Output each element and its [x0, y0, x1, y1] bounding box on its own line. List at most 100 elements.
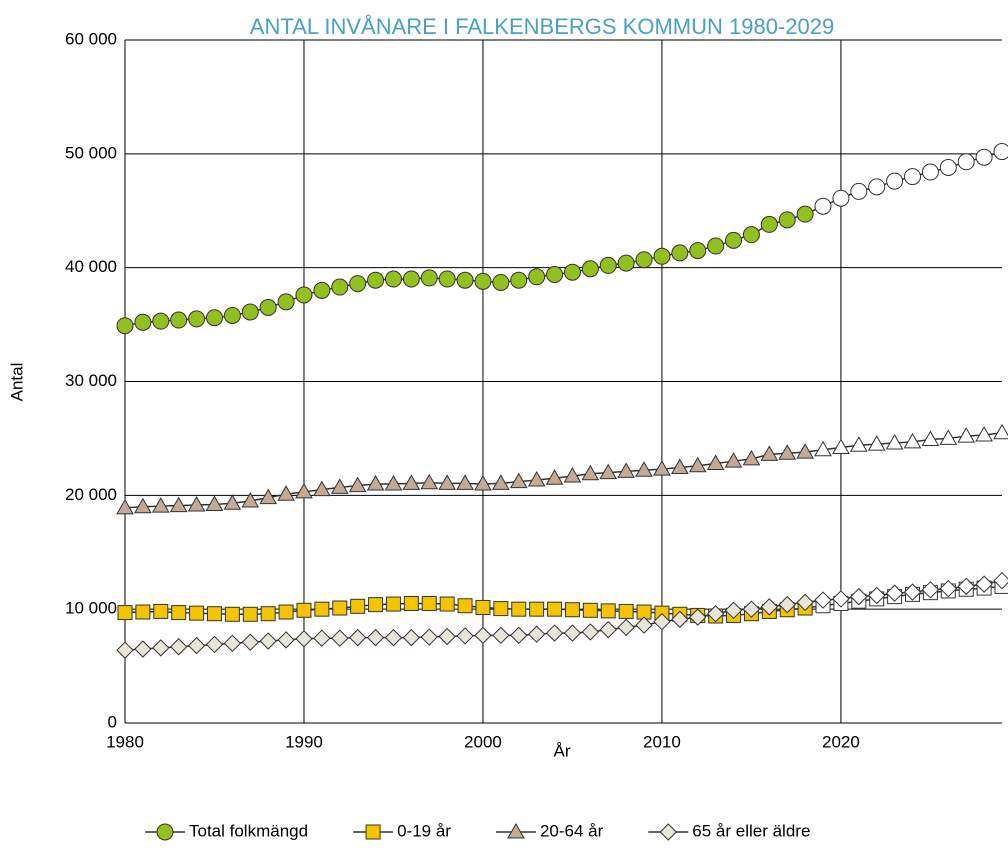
y-tick-label: 60 000: [65, 29, 117, 48]
marker: [224, 606, 240, 622]
marker: [832, 590, 850, 608]
marker: [170, 311, 188, 329]
marker: [421, 595, 437, 611]
marker: [635, 616, 653, 634]
marker: [939, 429, 958, 445]
marker: [156, 823, 174, 841]
x-tick-label: 2020: [822, 732, 860, 751]
marker: [331, 629, 349, 647]
marker: [814, 197, 832, 215]
marker: [474, 626, 492, 645]
marker: [885, 433, 904, 450]
marker: [849, 436, 868, 452]
marker: [993, 423, 1008, 440]
x-tick-label: 1980: [106, 732, 144, 751]
marker: [349, 275, 367, 293]
marker: [314, 601, 330, 617]
marker: [116, 498, 134, 515]
marker: [635, 461, 653, 477]
marker: [439, 596, 455, 612]
legend-label: 65 år eller äldre: [692, 821, 810, 840]
marker: [993, 143, 1008, 161]
marker: [152, 312, 170, 330]
marker: [493, 601, 509, 617]
marker: [510, 271, 528, 289]
marker: [670, 458, 689, 474]
marker: [241, 303, 259, 321]
marker: [491, 474, 510, 490]
marker: [205, 309, 223, 327]
marker: [456, 271, 474, 289]
marker: [277, 485, 295, 501]
marker: [545, 469, 564, 485]
marker: [402, 628, 421, 647]
marker: [939, 579, 958, 598]
marker: [600, 603, 616, 619]
marker: [332, 600, 348, 616]
marker: [814, 591, 832, 609]
marker: [724, 452, 743, 468]
marker: [706, 605, 725, 623]
marker: [313, 629, 331, 647]
marker: [223, 634, 242, 653]
marker: [259, 299, 277, 317]
marker: [189, 605, 205, 621]
marker: [653, 460, 671, 476]
marker: [117, 605, 133, 621]
marker: [563, 624, 582, 642]
marker: [295, 482, 313, 499]
marker: [348, 628, 367, 647]
marker: [223, 494, 242, 510]
marker: [295, 286, 313, 304]
y-tick-label: 20 000: [65, 485, 117, 504]
marker: [564, 602, 580, 618]
marker: [886, 172, 904, 190]
marker: [457, 598, 473, 614]
marker: [529, 601, 545, 617]
marker: [511, 601, 527, 617]
marker: [277, 631, 295, 649]
marker: [331, 278, 349, 296]
marker: [259, 632, 277, 650]
marker: [903, 432, 922, 449]
marker: [581, 623, 600, 641]
marker: [116, 641, 134, 659]
marker: [814, 440, 832, 457]
marker: [921, 430, 940, 447]
y-tick-label: 10 000: [65, 599, 117, 618]
marker: [707, 237, 725, 255]
marker: [778, 211, 796, 229]
marker: [507, 822, 525, 839]
marker: [187, 636, 206, 655]
marker: [599, 256, 617, 274]
marker: [241, 633, 259, 651]
series-line: [124, 431, 1003, 509]
marker: [742, 600, 761, 618]
marker: [259, 488, 278, 505]
marker: [760, 445, 779, 461]
marker: [151, 497, 170, 513]
marker: [420, 269, 438, 287]
marker: [385, 596, 401, 612]
marker: [904, 168, 922, 186]
marker: [384, 474, 403, 491]
marker: [205, 635, 224, 654]
marker: [510, 626, 528, 645]
marker: [187, 496, 206, 512]
marker: [492, 273, 510, 291]
x-tick-label: 1990: [285, 732, 323, 751]
marker: [796, 205, 814, 223]
marker: [116, 317, 134, 335]
marker: [617, 254, 635, 272]
marker: [993, 572, 1008, 590]
marker: [832, 438, 850, 455]
marker: [850, 587, 868, 606]
marker: [975, 425, 993, 442]
marker: [581, 464, 600, 481]
x-axis-label: År: [554, 741, 571, 760]
marker: [171, 605, 187, 621]
marker: [957, 577, 975, 596]
marker: [134, 497, 152, 514]
marker: [438, 474, 457, 490]
marker: [975, 575, 993, 593]
